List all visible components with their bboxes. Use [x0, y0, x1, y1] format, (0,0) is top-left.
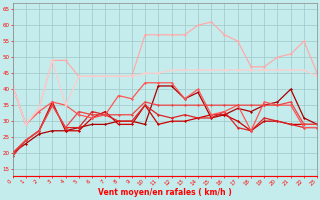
X-axis label: Vent moyen/en rafales ( km/h ): Vent moyen/en rafales ( km/h ) — [98, 188, 232, 197]
